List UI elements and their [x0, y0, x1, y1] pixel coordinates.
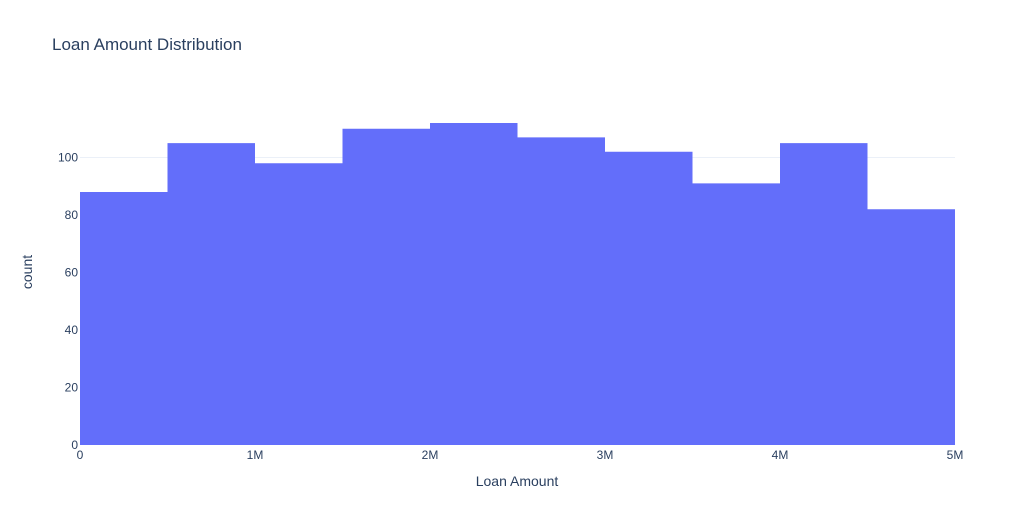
x-tick-label: 3M — [597, 448, 614, 462]
histogram-bar[interactable] — [342, 128, 431, 445]
y-tick-label: 20 — [65, 381, 79, 395]
y-tick-label: 100 — [58, 151, 78, 165]
histogram-bar[interactable] — [605, 151, 693, 445]
histogram-bar[interactable] — [692, 183, 781, 445]
y-tick-label: 0 — [71, 438, 78, 452]
histogram-bar[interactable] — [780, 143, 868, 445]
x-tick-label: 1M — [247, 448, 264, 462]
x-axis-ticks: 0 1M 2M 3M 4M 5M — [77, 448, 964, 462]
x-tick-label: 0 — [77, 448, 84, 462]
histogram-bar[interactable] — [867, 209, 956, 445]
x-tick-label: 2M — [422, 448, 439, 462]
histogram-bar[interactable] — [167, 143, 256, 445]
x-tick-label: 5M — [947, 448, 964, 462]
x-axis-title: Loan Amount — [476, 473, 559, 489]
y-tick-label: 40 — [65, 323, 79, 337]
histogram-bar[interactable] — [80, 192, 168, 445]
y-axis-title: count — [19, 255, 35, 289]
y-axis-ticks: 0 20 40 60 80 100 — [58, 151, 78, 453]
x-tick-label: 4M — [772, 448, 789, 462]
histogram-bars — [80, 123, 955, 445]
y-tick-label: 80 — [65, 208, 79, 222]
y-tick-label: 60 — [65, 266, 79, 280]
histogram-bar[interactable] — [255, 163, 343, 445]
chart-title: Loan Amount Distribution — [52, 35, 242, 54]
histogram-bar[interactable] — [517, 137, 606, 445]
histogram-bar[interactable] — [430, 123, 518, 445]
